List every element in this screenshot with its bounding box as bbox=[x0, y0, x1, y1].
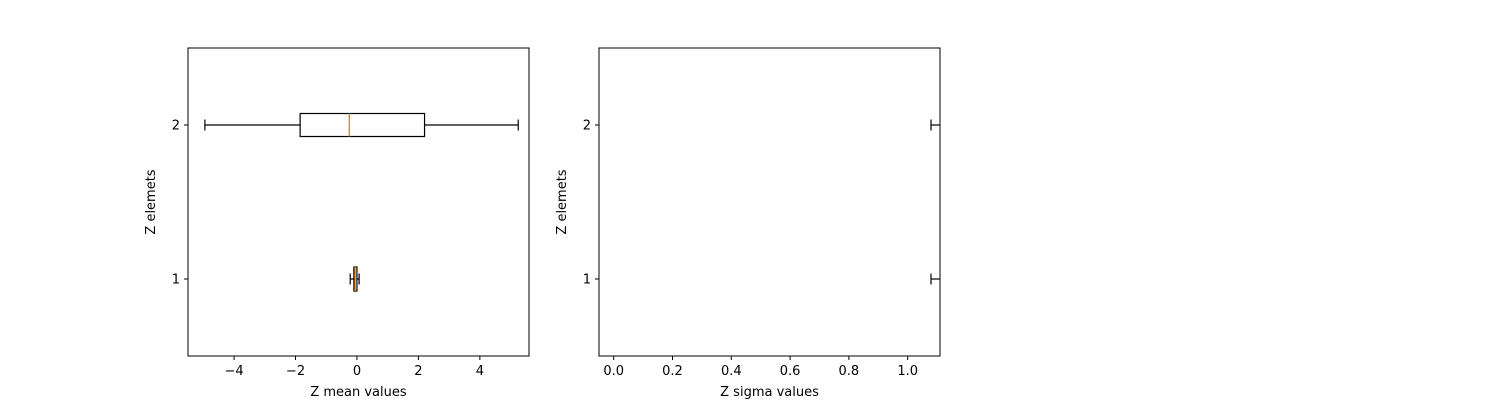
mean-x-tick-label: 0 bbox=[353, 364, 361, 379]
sigma-x-tick-label: 0.2 bbox=[662, 364, 683, 379]
sigma-y-axis-label: Z elemets bbox=[555, 169, 570, 234]
mean-x-tick-label: 2 bbox=[414, 364, 422, 379]
sigma-values-panel: 0.0 0.2 0.4 0.6 0.8 1.0 12 Z sigma values Z e… bbox=[555, 47, 941, 400]
sigma-x-tick-label: 0.0 bbox=[603, 364, 624, 379]
mean-box-marks bbox=[204, 112, 519, 292]
sigma-box-marks bbox=[930, 119, 940, 285]
sigma-x-tick-label: 0.8 bbox=[839, 364, 860, 379]
sigma-x-tick-label: 0.4 bbox=[721, 364, 742, 379]
sigma-x-ticks: 0.0 0.2 0.4 0.6 0.8 1.0 bbox=[603, 356, 918, 379]
mean-x-ticks: −4 −2 0 2 4 bbox=[224, 356, 484, 379]
mean-x-axis-label: Z mean values bbox=[310, 385, 407, 400]
mean-y-tick-label: 1 bbox=[172, 273, 180, 288]
mean-axes-frame bbox=[187, 47, 530, 357]
sigma-x-axis-label: Z sigma values bbox=[720, 385, 819, 400]
mean-x-tick-label: −4 bbox=[224, 364, 243, 379]
sigma-x-tick-label: 0.6 bbox=[780, 364, 801, 379]
sigma-axes-frame bbox=[598, 47, 941, 357]
mean-y-axis-label: Z elemets bbox=[144, 169, 159, 234]
mean-values-panel: −4 −2 0 2 4 12 Z mean values Z elemets bbox=[144, 47, 530, 400]
sigma-x-tick-label: 1.0 bbox=[897, 364, 918, 379]
mean-box-2-iqr-box bbox=[299, 112, 426, 138]
mean-x-tick-label: 4 bbox=[476, 364, 484, 379]
mean-y-tick-label: 2 bbox=[172, 119, 180, 134]
mean-y-ticks: 12 bbox=[172, 119, 188, 288]
sigma-y-ticks: 12 bbox=[583, 119, 599, 288]
sigma-y-tick-label: 1 bbox=[583, 273, 591, 288]
mean-x-tick-label: −2 bbox=[286, 364, 305, 379]
sigma-y-tick-label: 2 bbox=[583, 119, 591, 134]
